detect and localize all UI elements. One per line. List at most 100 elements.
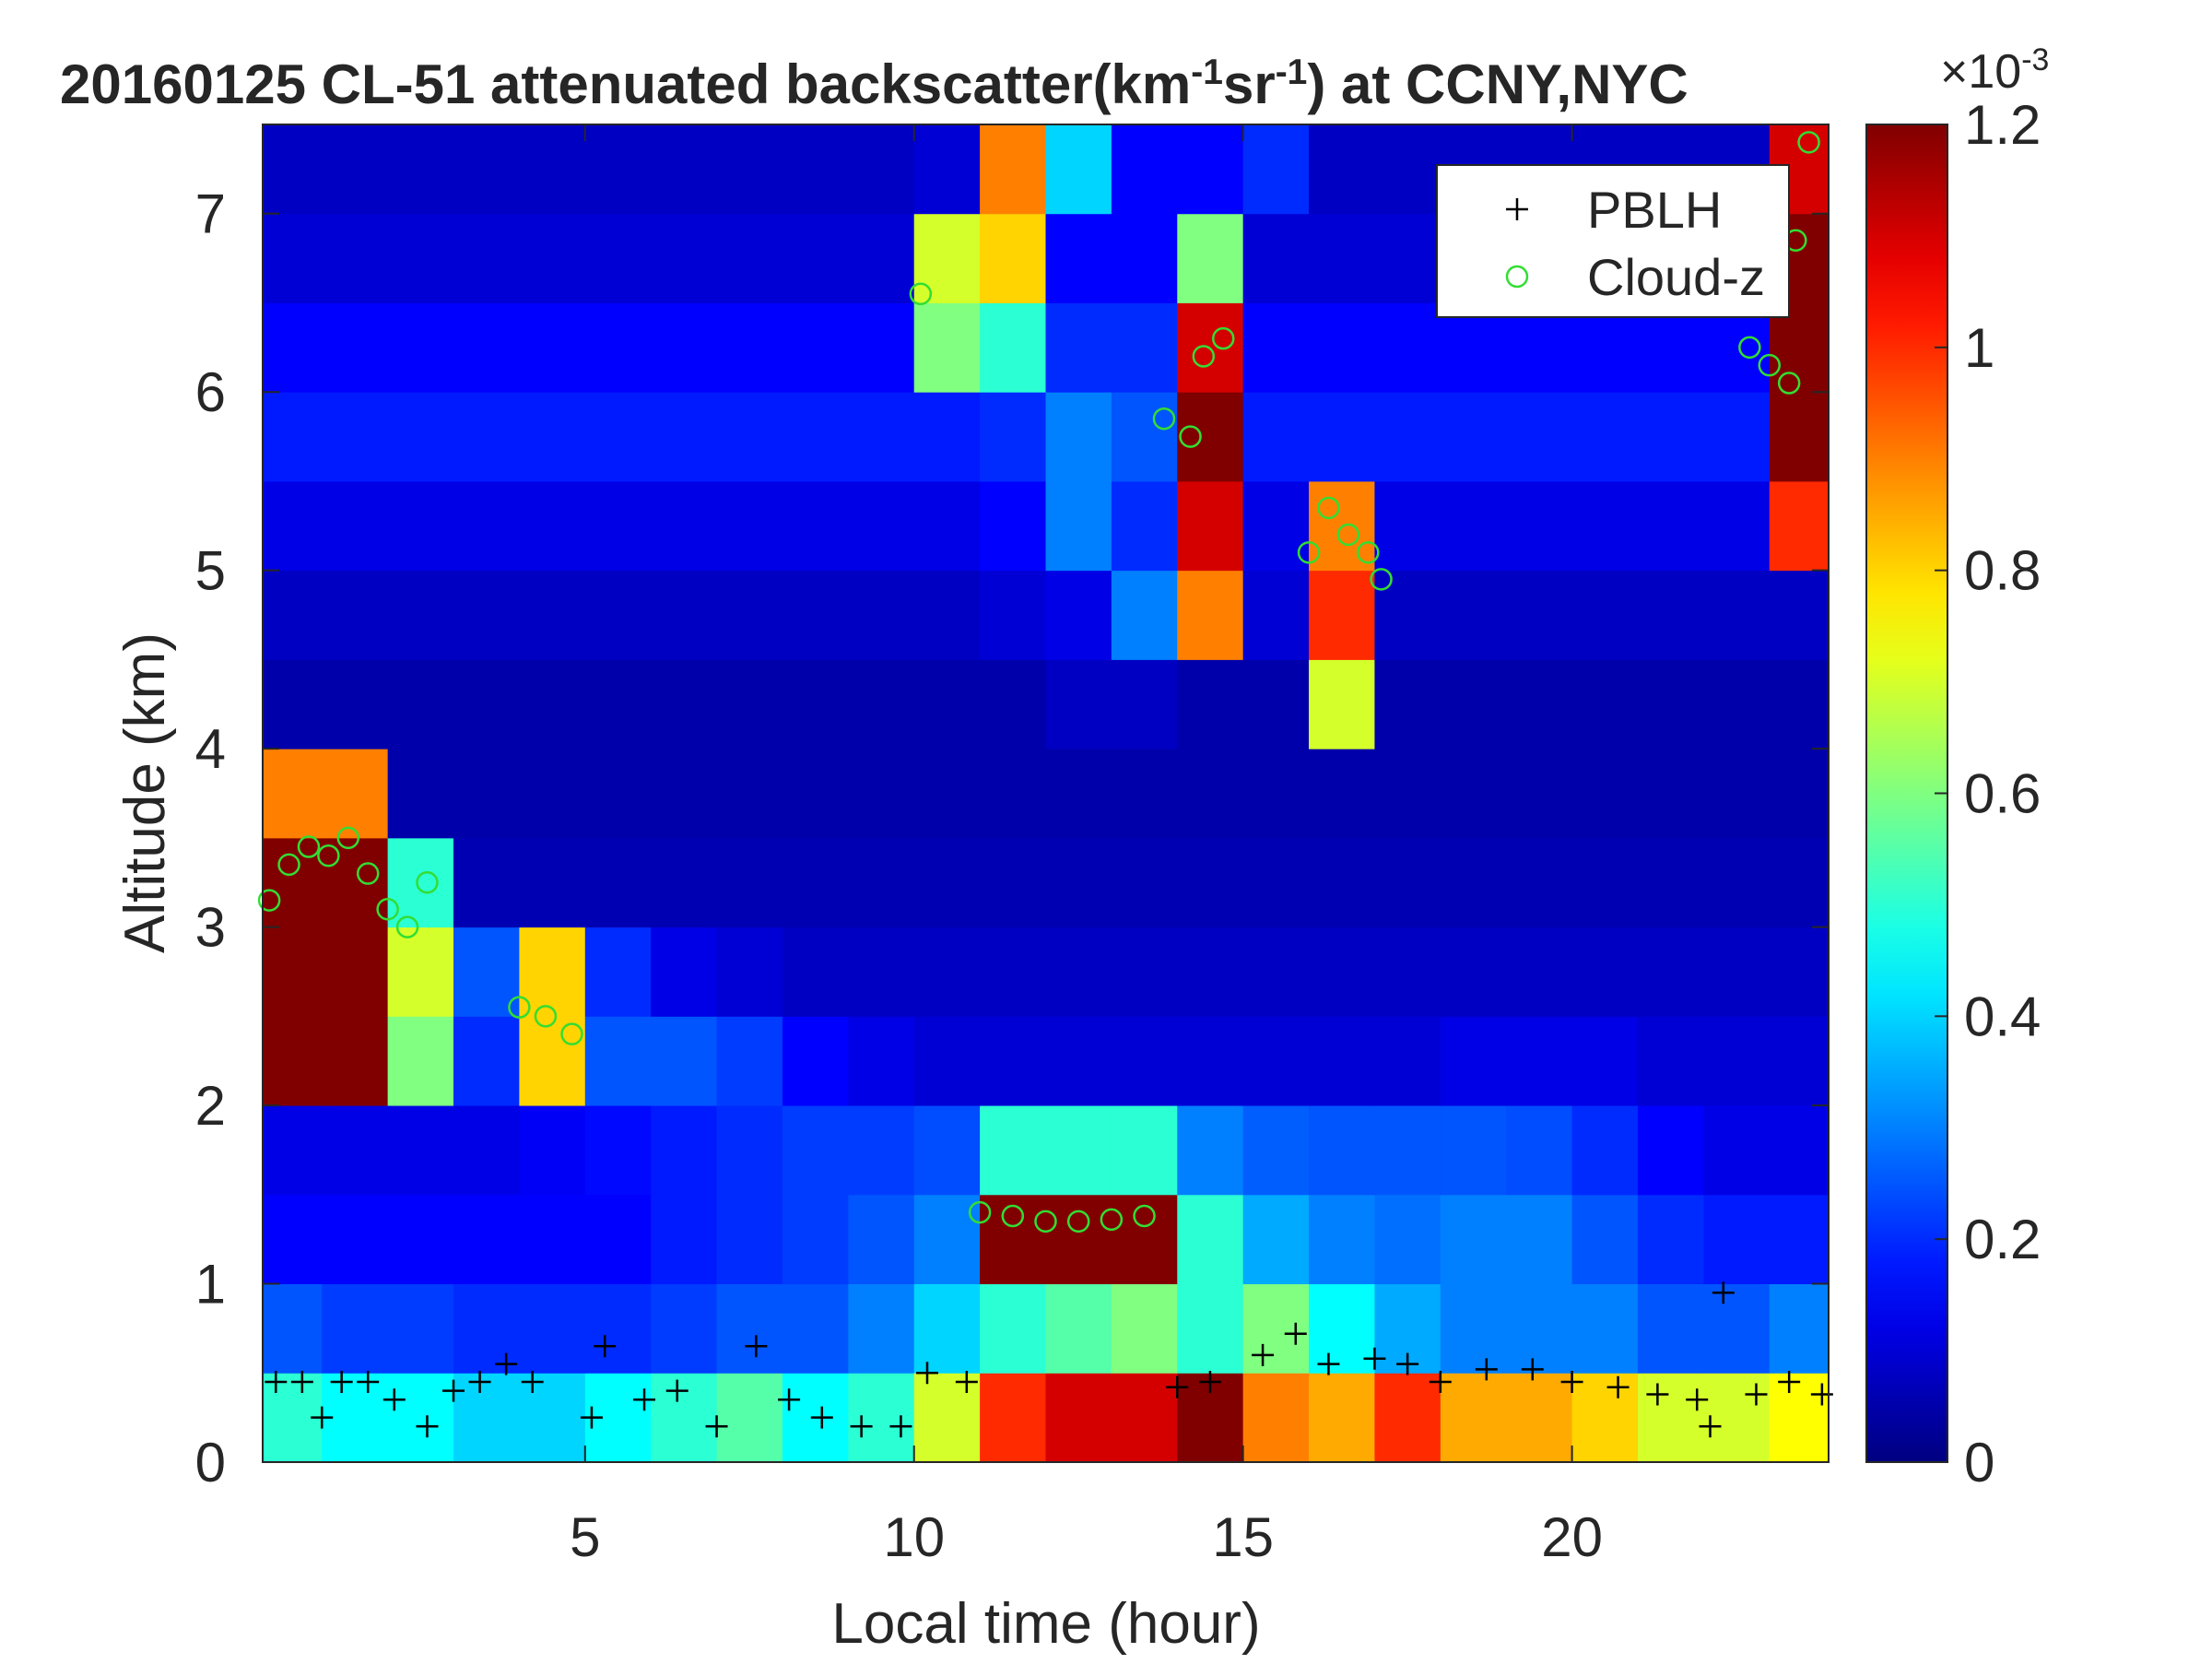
heatmap-cell <box>263 392 323 482</box>
cloud-marker <box>508 996 531 1019</box>
heatmap-cell <box>387 213 454 303</box>
heatmap-cell <box>263 1016 323 1106</box>
heatmap-cell <box>1571 570 1639 660</box>
heatmap-cell <box>913 1016 981 1106</box>
pblh-marker <box>290 1370 313 1393</box>
heatmap-cell <box>519 213 586 303</box>
heatmap-cell <box>716 392 783 482</box>
heatmap-cell <box>716 837 783 928</box>
y-tick-label: 4 <box>195 718 226 780</box>
heatmap-cell <box>1177 1194 1244 1285</box>
heatmap-cell <box>584 837 652 928</box>
heatmap-cell <box>519 302 586 393</box>
heatmap-cell <box>519 1283 586 1374</box>
heatmap-cell <box>1703 1194 1771 1285</box>
cloud-marker <box>1034 1210 1057 1233</box>
heatmap-cell <box>453 392 520 482</box>
heatmap-cell <box>716 1194 783 1285</box>
heatmap-cell <box>1309 1194 1375 1285</box>
heatmap-cell <box>1242 749 1310 839</box>
heatmap-cell <box>1309 1016 1375 1106</box>
heatmap-cell <box>1045 1283 1112 1374</box>
heatmap-cell <box>651 213 718 303</box>
heatmap-cell <box>1637 1373 1704 1462</box>
superscript: -1 <box>1276 53 1308 92</box>
cloud-marker <box>560 1022 583 1045</box>
heatmap-cell <box>1769 1283 1829 1374</box>
heatmap-cell <box>1309 749 1375 839</box>
x-tick-label: 15 <box>1212 1506 1274 1568</box>
heatmap-cell <box>322 1283 389 1374</box>
cloud-marker <box>1100 1208 1124 1232</box>
heatmap-cell <box>782 926 849 1017</box>
heatmap-cell <box>782 837 849 928</box>
heatmap-cell <box>1637 392 1704 482</box>
cloud-marker <box>1192 345 1216 368</box>
heatmap-cell <box>584 926 652 1017</box>
heatmap-cell <box>1440 1194 1507 1285</box>
pblh-marker <box>1252 1343 1275 1366</box>
plot-frame <box>262 124 1830 1463</box>
heatmap-cell <box>913 926 981 1017</box>
cloud-marker <box>317 844 340 867</box>
heatmap-cell <box>848 1373 915 1462</box>
heatmap-cell <box>1309 392 1375 482</box>
heatmap-cell <box>453 1373 520 1462</box>
heatmap-cell <box>980 1194 1046 1285</box>
cloud-marker <box>376 898 399 921</box>
heatmap-cell <box>1374 480 1441 572</box>
pblh-marker <box>468 1370 491 1393</box>
heatmap-cell <box>1571 926 1639 1017</box>
heatmap-cell <box>782 302 849 393</box>
heatmap-cell <box>782 392 849 482</box>
heatmap-cell <box>848 392 915 482</box>
heatmap-cell <box>1111 570 1178 660</box>
cloud-marker <box>1133 1204 1156 1228</box>
heatmap-cell <box>980 837 1046 928</box>
heatmap-cell <box>980 1016 1046 1106</box>
heatmap-cell <box>519 749 586 839</box>
heatmap-cell <box>1374 926 1441 1017</box>
heatmap-cell <box>848 213 915 303</box>
heatmap-cell <box>651 1283 718 1374</box>
heatmap-cell <box>980 926 1046 1017</box>
colorbar-exponent: ×10-3 <box>1940 42 2049 99</box>
cloud-marker <box>1797 131 1820 154</box>
cloud-marker <box>1152 407 1176 431</box>
heatmap-cell <box>453 570 520 660</box>
heatmap-cell <box>782 124 849 215</box>
heatmap-cell <box>1177 926 1244 1017</box>
cloud-marker <box>1066 1210 1090 1233</box>
heatmap-cell <box>913 392 981 482</box>
heatmap-cell <box>1309 659 1375 749</box>
heatmap-cell <box>1440 1373 1507 1462</box>
heatmap-cell <box>913 1283 981 1374</box>
heatmap-cell <box>1769 570 1829 660</box>
text-part: ×10 <box>1940 45 2021 99</box>
heatmap-cell <box>387 1373 454 1462</box>
heatmap-cell <box>716 124 783 215</box>
heatmap-cell <box>782 570 849 660</box>
heatmap-cell <box>519 1105 586 1196</box>
pblh-marker <box>1396 1352 1419 1375</box>
heatmap-cell <box>1374 659 1441 749</box>
pblh-marker <box>1699 1415 1722 1438</box>
heatmap-cell <box>387 837 454 928</box>
heatmap-cell <box>1111 926 1178 1017</box>
heatmap-cell <box>716 1016 783 1106</box>
heatmap-cell <box>263 749 323 839</box>
heatmap-cell <box>584 392 652 482</box>
heatmap-cell <box>1374 392 1441 482</box>
heatmap-cell <box>1637 1016 1704 1106</box>
heatmap-cell <box>1637 480 1704 572</box>
chart-title: 20160125 CL-51 attenuated backscatter(km… <box>60 53 1688 116</box>
y-tick-label: 2 <box>195 1075 226 1137</box>
x-tick-label: 20 <box>1541 1506 1603 1568</box>
heatmap-cell <box>1506 1105 1573 1196</box>
heatmap-cell <box>716 213 783 303</box>
heatmap-cell <box>782 659 849 749</box>
heatmap-cell <box>1374 124 1441 215</box>
heatmap-cell <box>1309 302 1375 393</box>
heatmap-cell <box>584 213 652 303</box>
heatmap-cell <box>1045 749 1112 839</box>
